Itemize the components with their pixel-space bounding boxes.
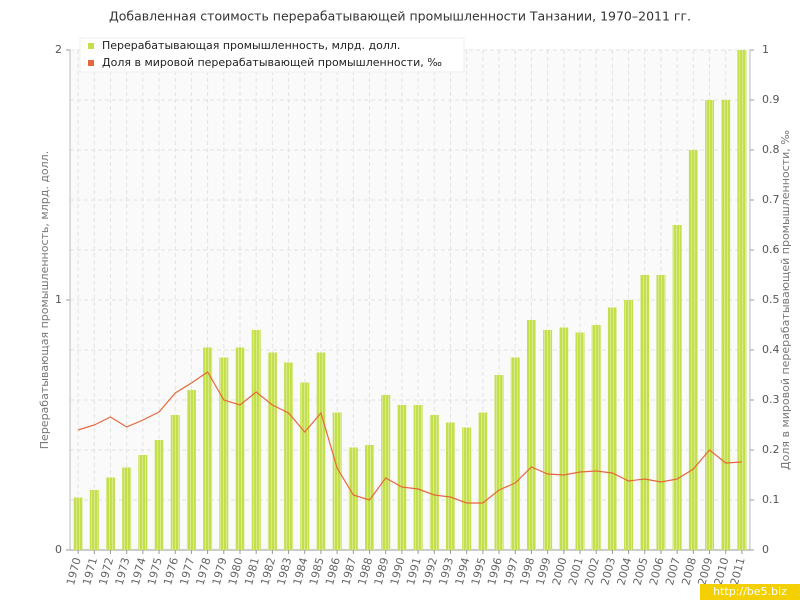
bar — [607, 307, 617, 550]
y2-tick-label: 0.6 — [762, 243, 780, 256]
bar — [105, 477, 115, 550]
bar — [203, 347, 213, 550]
bar — [688, 150, 698, 550]
bar — [397, 405, 407, 550]
bar — [251, 330, 261, 550]
bar — [494, 375, 504, 550]
bar — [332, 412, 342, 550]
y2-tick-label: 0.4 — [762, 343, 780, 356]
legend-label: Доля в мировой перерабатывающей промышле… — [102, 56, 442, 69]
y2-tick-label: 0.3 — [762, 393, 780, 406]
bar — [219, 357, 229, 550]
bar — [429, 415, 439, 550]
y2-tick-label: 0 — [762, 543, 769, 556]
bar — [348, 447, 358, 550]
y2-tick-label: 0.2 — [762, 443, 780, 456]
bar — [510, 357, 520, 550]
y2-tick-label: 0.9 — [762, 93, 780, 106]
bar — [737, 50, 747, 550]
y2-axis-title: Доля в мировой перерабатывающей промышле… — [779, 130, 792, 470]
bar — [316, 352, 326, 550]
y2-tick-label: 0.5 — [762, 293, 780, 306]
legend-marker — [88, 60, 94, 66]
bar — [672, 225, 682, 550]
bar — [624, 300, 634, 550]
bar — [154, 440, 164, 550]
plot-area: 00.10.20.30.40.50.60.70.80.9101219701971… — [55, 37, 780, 587]
y2-tick-label: 0.7 — [762, 193, 780, 206]
y-tick-label: 1 — [55, 293, 62, 306]
chart-title: Добавленная стоимость перерабатывающей п… — [109, 9, 691, 24]
bar — [122, 467, 132, 550]
y-tick-label: 0 — [55, 543, 62, 556]
legend-marker — [88, 43, 94, 49]
watermark-box — [700, 584, 800, 600]
bar — [365, 445, 375, 550]
bar — [186, 390, 196, 550]
legend-label: Перерабатывающая промышленность, млрд. д… — [102, 39, 400, 52]
watermark: http://be5.biz — [713, 585, 787, 598]
bar — [138, 455, 148, 550]
bar — [235, 347, 245, 550]
bar — [284, 362, 294, 550]
legend-box — [79, 37, 465, 73]
bar — [656, 275, 666, 550]
bar — [526, 320, 536, 550]
y2-tick-label: 1 — [762, 43, 769, 56]
y-tick-label: 2 — [55, 43, 62, 56]
legend: Перерабатывающая промышленность, млрд. д… — [79, 37, 465, 73]
bar — [89, 490, 99, 550]
bar — [462, 427, 472, 550]
bar — [559, 327, 569, 550]
bar — [381, 395, 391, 550]
y-axis-title: Перерабатывающая промышленность, млрд. д… — [38, 151, 51, 449]
bar — [170, 415, 180, 550]
bar — [445, 422, 455, 550]
bar — [413, 405, 423, 550]
bar — [267, 352, 277, 550]
bar — [73, 497, 83, 550]
bar — [575, 332, 585, 550]
bar — [591, 325, 601, 550]
y2-tick-label: 0.8 — [762, 143, 780, 156]
bar — [543, 330, 553, 550]
bar — [721, 100, 731, 550]
bar — [640, 275, 650, 550]
bar — [478, 412, 488, 550]
line — [77, 371, 742, 504]
bar — [300, 382, 310, 550]
bar — [705, 100, 715, 550]
y2-tick-label: 0.1 — [762, 493, 780, 506]
